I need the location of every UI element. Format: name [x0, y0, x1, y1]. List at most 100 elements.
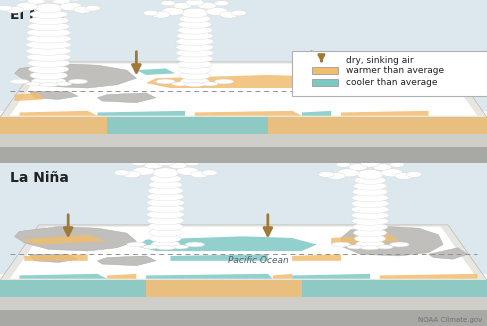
Ellipse shape — [27, 59, 70, 67]
Ellipse shape — [220, 11, 238, 18]
Polygon shape — [292, 274, 370, 279]
Ellipse shape — [390, 162, 404, 167]
Ellipse shape — [176, 55, 213, 63]
Ellipse shape — [143, 10, 159, 16]
Polygon shape — [10, 64, 477, 116]
Text: NOAA Climate.gov: NOAA Climate.gov — [418, 317, 482, 323]
Ellipse shape — [150, 175, 181, 183]
Ellipse shape — [131, 160, 146, 166]
Ellipse shape — [336, 162, 351, 167]
Ellipse shape — [30, 71, 68, 80]
Polygon shape — [0, 117, 107, 134]
Ellipse shape — [150, 234, 181, 243]
Text: Pacific Ocean: Pacific Ocean — [228, 256, 288, 265]
Ellipse shape — [85, 5, 100, 11]
Polygon shape — [15, 93, 44, 101]
Ellipse shape — [188, 0, 202, 1]
Polygon shape — [15, 64, 136, 88]
Ellipse shape — [27, 22, 70, 31]
Ellipse shape — [201, 82, 218, 86]
Ellipse shape — [161, 1, 175, 6]
Ellipse shape — [122, 171, 141, 178]
Ellipse shape — [36, 3, 62, 13]
Ellipse shape — [176, 37, 214, 46]
Polygon shape — [331, 235, 399, 244]
Ellipse shape — [352, 194, 389, 202]
Ellipse shape — [132, 167, 155, 175]
Ellipse shape — [231, 10, 246, 16]
Polygon shape — [19, 235, 107, 244]
Polygon shape — [136, 68, 175, 75]
Polygon shape — [0, 280, 146, 297]
Ellipse shape — [171, 245, 189, 249]
Ellipse shape — [149, 228, 183, 237]
Ellipse shape — [180, 78, 209, 85]
Ellipse shape — [15, 0, 29, 1]
Ellipse shape — [29, 65, 69, 74]
Ellipse shape — [27, 0, 46, 4]
FancyBboxPatch shape — [292, 51, 487, 96]
Polygon shape — [146, 274, 273, 279]
Ellipse shape — [351, 200, 389, 208]
Polygon shape — [15, 227, 136, 251]
Ellipse shape — [390, 242, 409, 247]
Ellipse shape — [144, 162, 163, 169]
Ellipse shape — [16, 2, 38, 11]
Ellipse shape — [151, 240, 180, 249]
Polygon shape — [341, 227, 443, 256]
Ellipse shape — [30, 10, 68, 19]
Ellipse shape — [148, 186, 183, 195]
Ellipse shape — [147, 199, 185, 207]
Polygon shape — [331, 68, 360, 77]
Ellipse shape — [355, 176, 386, 184]
Ellipse shape — [347, 245, 364, 249]
Ellipse shape — [147, 211, 185, 219]
Ellipse shape — [356, 240, 385, 249]
Ellipse shape — [190, 171, 209, 178]
Ellipse shape — [60, 2, 82, 11]
Bar — [0, 147, 487, 163]
Polygon shape — [429, 85, 468, 96]
Polygon shape — [170, 254, 268, 261]
Ellipse shape — [162, 7, 184, 15]
Polygon shape — [24, 254, 88, 261]
Ellipse shape — [52, 0, 70, 4]
Ellipse shape — [151, 11, 170, 18]
Text: dry, sinking air: dry, sinking air — [346, 56, 413, 65]
Bar — [0, 310, 487, 326]
Ellipse shape — [355, 235, 386, 243]
Text: La Niña: La Niña — [10, 171, 69, 185]
Ellipse shape — [360, 246, 380, 250]
Ellipse shape — [39, 83, 58, 87]
Polygon shape — [302, 280, 487, 297]
Polygon shape — [292, 254, 341, 261]
Ellipse shape — [5, 6, 24, 13]
Ellipse shape — [159, 156, 172, 160]
Ellipse shape — [68, 0, 83, 1]
Text: El Niño: El Niño — [10, 8, 64, 22]
Polygon shape — [97, 256, 156, 266]
Ellipse shape — [376, 245, 393, 249]
Bar — [0, 0, 487, 111]
Polygon shape — [97, 111, 185, 116]
Polygon shape — [341, 111, 429, 116]
Ellipse shape — [361, 160, 379, 167]
Ellipse shape — [353, 188, 388, 196]
Polygon shape — [380, 274, 477, 279]
Text: cooler than average: cooler than average — [346, 78, 437, 87]
Ellipse shape — [179, 72, 210, 80]
Ellipse shape — [27, 28, 71, 37]
Ellipse shape — [176, 49, 214, 57]
Ellipse shape — [74, 6, 92, 13]
Ellipse shape — [349, 164, 367, 170]
Polygon shape — [136, 236, 317, 251]
Ellipse shape — [25, 82, 43, 86]
Ellipse shape — [185, 83, 205, 87]
Ellipse shape — [10, 79, 29, 84]
Polygon shape — [0, 225, 487, 280]
Ellipse shape — [156, 246, 175, 250]
Ellipse shape — [363, 157, 377, 162]
Ellipse shape — [55, 82, 72, 86]
Polygon shape — [29, 254, 78, 262]
Ellipse shape — [352, 217, 389, 225]
